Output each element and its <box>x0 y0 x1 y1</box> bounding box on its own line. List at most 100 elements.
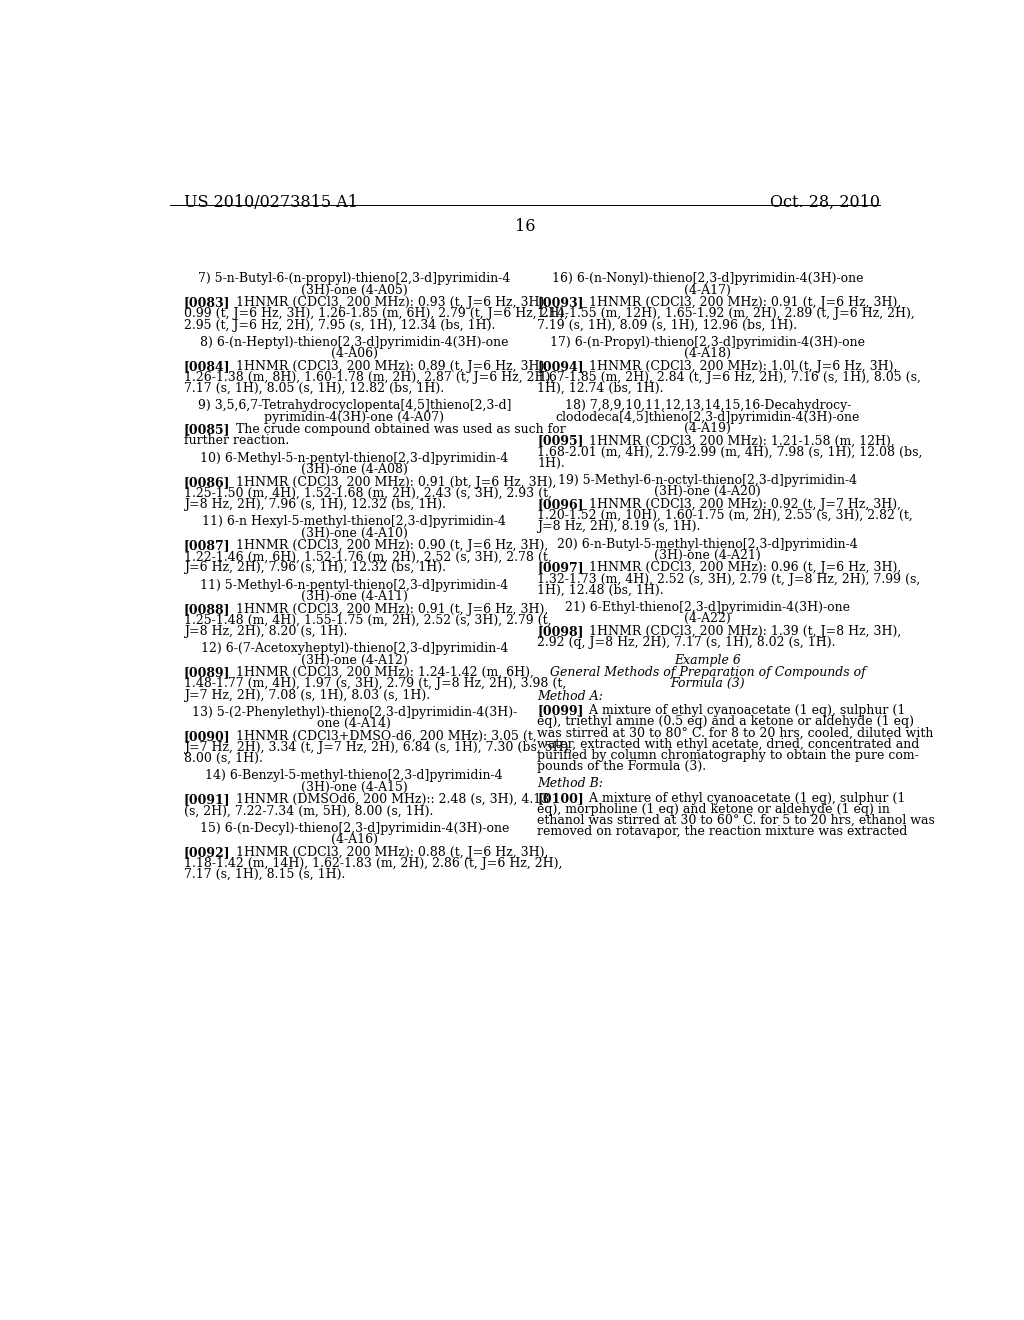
Text: 12) 6-(7-Acetoxyheptyl)-thieno[2,3-d]pyrimidin-4: 12) 6-(7-Acetoxyheptyl)-thieno[2,3-d]pyr… <box>201 643 508 655</box>
Text: 1HNMR (CDCl3, 200 MHz): 1.24-1.42 (m, 6H),: 1HNMR (CDCl3, 200 MHz): 1.24-1.42 (m, 6H… <box>220 667 534 680</box>
Text: one (4-A14): one (4-A14) <box>317 717 391 730</box>
Text: (3H)-one (4-A20): (3H)-one (4-A20) <box>654 486 761 498</box>
Text: 2.95 (t, J=6 Hz, 2H), 7.95 (s, 1H), 12.34 (bs, 1H).: 2.95 (t, J=6 Hz, 2H), 7.95 (s, 1H), 12.3… <box>183 318 496 331</box>
Text: 1HNMR (CDCl3+DMSO-d6, 200 MHz): 3.05 (t,: 1HNMR (CDCl3+DMSO-d6, 200 MHz): 3.05 (t, <box>220 730 537 743</box>
Text: 1.26-1.38 (m, 8H), 1.60-1.78 (m, 2H), 2.87 (t, J=6 Hz, 2H),: 1.26-1.38 (m, 8H), 1.60-1.78 (m, 2H), 2.… <box>183 371 554 384</box>
Text: 1.22-1.46 (m, 6H), 1.52-1.76 (m, 2H), 2.52 (s, 3H), 2.78 (t,: 1.22-1.46 (m, 6H), 1.52-1.76 (m, 2H), 2.… <box>183 550 552 564</box>
Text: 11) 6-n Hexyl-5-methyl-thieno[2,3-d]pyrimidin-4: 11) 6-n Hexyl-5-methyl-thieno[2,3-d]pyri… <box>203 515 506 528</box>
Text: 1HNMR (CDCl3, 200 MHz): 0.93 (t, J=6 Hz, 3H),: 1HNMR (CDCl3, 200 MHz): 0.93 (t, J=6 Hz,… <box>220 296 548 309</box>
Text: [0093]: [0093] <box>538 296 584 309</box>
Text: 1.14-1.55 (m, 12H), 1.65-1.92 (m, 2H), 2.89 (t, J=6 Hz, 2H),: 1.14-1.55 (m, 12H), 1.65-1.92 (m, 2H), 2… <box>538 308 915 321</box>
Text: 7.17 (s, 1H), 8.15 (s, 1H).: 7.17 (s, 1H), 8.15 (s, 1H). <box>183 869 345 880</box>
Text: 1HNMR (CDCl3, 200 MHz): 0.96 (t, J=6 Hz, 3H),: 1HNMR (CDCl3, 200 MHz): 0.96 (t, J=6 Hz,… <box>573 561 901 574</box>
Text: 1HNMR (CDCl3, 200 MHz): 0.92 (t, J=7 Hz, 3H),: 1HNMR (CDCl3, 200 MHz): 0.92 (t, J=7 Hz,… <box>573 498 901 511</box>
Text: Formula (3): Formula (3) <box>671 677 745 690</box>
Text: [0085]: [0085] <box>183 424 230 437</box>
Text: 18) 7,8,9,10,11,12,13,14,15,16-Decahydrocy-: 18) 7,8,9,10,11,12,13,14,15,16-Decahydro… <box>564 400 851 412</box>
Text: 1HNMR (CDCl3, 200 MHz): 1.0l (t, J=6 Hz, 3H),: 1HNMR (CDCl3, 200 MHz): 1.0l (t, J=6 Hz,… <box>573 360 898 372</box>
Text: A mixture of ethyl cyanoacetate (1 eq), sulphur (1: A mixture of ethyl cyanoacetate (1 eq), … <box>573 792 906 805</box>
Text: (3H)-one (4-A12): (3H)-one (4-A12) <box>301 653 408 667</box>
Text: (3H)-one (4-A15): (3H)-one (4-A15) <box>301 780 408 793</box>
Text: 1.67-1.85 (m, 2H), 2.84 (t, J=6 Hz, 2H), 7.16 (s, 1H), 8.05 (s,: 1.67-1.85 (m, 2H), 2.84 (t, J=6 Hz, 2H),… <box>538 371 921 384</box>
Text: (3H)-one (4-A10): (3H)-one (4-A10) <box>301 527 408 540</box>
Text: 1.25-1.48 (m, 4H), 1.55-1.75 (m, 2H), 2.52 (s, 3H), 2.79 (t,: 1.25-1.48 (m, 4H), 1.55-1.75 (m, 2H), 2.… <box>183 614 551 627</box>
Text: was stirred at 30 to 80° C. for 8 to 20 hrs, cooled, diluted with: was stirred at 30 to 80° C. for 8 to 20 … <box>538 726 934 739</box>
Text: [0087]: [0087] <box>183 539 230 552</box>
Text: 1.20-1.52 (m, 10H), 1.60-1.75 (m, 2H), 2.55 (s, 3H), 2.82 (t,: 1.20-1.52 (m, 10H), 1.60-1.75 (m, 2H), 2… <box>538 510 913 523</box>
Text: Oct. 28, 2010: Oct. 28, 2010 <box>770 194 880 211</box>
Text: [0086]: [0086] <box>183 475 230 488</box>
Text: 1.48-1.77 (m, 4H), 1.97 (s, 3H), 2.79 (t, J=8 Hz, 2H), 3.98 (t,: 1.48-1.77 (m, 4H), 1.97 (s, 3H), 2.79 (t… <box>183 677 566 690</box>
Text: 1HNMR (CDCl3, 200 MHz): 0.91 (t, J=6 Hz, 3H),: 1HNMR (CDCl3, 200 MHz): 0.91 (t, J=6 Hz,… <box>220 603 548 615</box>
Text: 16: 16 <box>514 218 536 235</box>
Text: Method A:: Method A: <box>538 690 603 704</box>
Text: 1HNMR (CDCl3, 200 MHz): 0.88 (t, J=6 Hz, 3H),: 1HNMR (CDCl3, 200 MHz): 0.88 (t, J=6 Hz,… <box>220 846 548 858</box>
Text: [0088]: [0088] <box>183 603 230 615</box>
Text: (3H)-one (4-A05): (3H)-one (4-A05) <box>301 284 408 297</box>
Text: (4-A19): (4-A19) <box>684 422 731 434</box>
Text: 1HNMR (CDCl3, 200 MHz): 0.91 (bt, J=6 Hz, 3H),: 1HNMR (CDCl3, 200 MHz): 0.91 (bt, J=6 Hz… <box>220 475 556 488</box>
Text: 1H), 12.48 (bs, 1H).: 1H), 12.48 (bs, 1H). <box>538 583 664 597</box>
Text: 14) 6-Benzyl-5-methyl-thieno[2,3-d]pyrimidin-4: 14) 6-Benzyl-5-methyl-thieno[2,3-d]pyrim… <box>206 770 503 783</box>
Text: 1.18-1.42 (m, 14H), 1.62-1.83 (m, 2H), 2.86 (t, J=6 Hz, 2H),: 1.18-1.42 (m, 14H), 1.62-1.83 (m, 2H), 2… <box>183 857 562 870</box>
Text: 20) 6-n-Butyl-5-methyl-thieno[2,3-d]pyrimidin-4: 20) 6-n-Butyl-5-methyl-thieno[2,3-d]pyri… <box>557 537 858 550</box>
Text: purified by column chromatography to obtain the pure com-: purified by column chromatography to obt… <box>538 748 919 762</box>
Text: 16) 6-(n-Nonyl)-thieno[2,3-d]pyrimidin-4(3H)-one: 16) 6-(n-Nonyl)-thieno[2,3-d]pyrimidin-4… <box>552 272 863 285</box>
Text: pyrimidin-4(3H)-one (4-A07): pyrimidin-4(3H)-one (4-A07) <box>264 411 444 424</box>
Text: Example 6: Example 6 <box>674 653 741 667</box>
Text: [0084]: [0084] <box>183 360 230 372</box>
Text: [0095]: [0095] <box>538 434 584 447</box>
Text: 10) 6-Methyl-5-n-pentyl-thieno[2,3-d]pyrimidin-4: 10) 6-Methyl-5-n-pentyl-thieno[2,3-d]pyr… <box>200 451 509 465</box>
Text: clododeca[4,5]thieno[2,3-d]pyrimidin-4(3H)-one: clododeca[4,5]thieno[2,3-d]pyrimidin-4(3… <box>555 411 860 424</box>
Text: 7) 5-n-Butyl-6-(n-propyl)-thieno[2,3-d]pyrimidin-4: 7) 5-n-Butyl-6-(n-propyl)-thieno[2,3-d]p… <box>198 272 511 285</box>
Text: 1H), 12.74 (bs, 1H).: 1H), 12.74 (bs, 1H). <box>538 381 664 395</box>
Text: further reaction.: further reaction. <box>183 434 289 447</box>
Text: 1.32-1.73 (m, 4H), 2.52 (s, 3H), 2.79 (t, J=8 Hz, 2H), 7.99 (s,: 1.32-1.73 (m, 4H), 2.52 (s, 3H), 2.79 (t… <box>538 573 921 586</box>
Text: 0.99 (t, J=6 Hz, 3H), 1.26-1.85 (m, 6H), 2.79 (t, J=6 Hz, 2H),: 0.99 (t, J=6 Hz, 3H), 1.26-1.85 (m, 6H),… <box>183 308 568 321</box>
Text: [0090]: [0090] <box>183 730 230 743</box>
Text: A mixture of ethyl cyanoacetate (1 eq), sulphur (1: A mixture of ethyl cyanoacetate (1 eq), … <box>573 705 905 717</box>
Text: [0083]: [0083] <box>183 296 230 309</box>
Text: [0096]: [0096] <box>538 498 584 511</box>
Text: J=7 Hz, 2H), 3.34 (t, J=7 Hz, 2H), 6.84 (s, 1H), 7.30 (bs, 5H),: J=7 Hz, 2H), 3.34 (t, J=7 Hz, 2H), 6.84 … <box>183 741 572 754</box>
Text: 17) 6-(n-Propyl)-thieno[2,3-d]pyrimidin-4(3H)-one: 17) 6-(n-Propyl)-thieno[2,3-d]pyrimidin-… <box>550 335 865 348</box>
Text: 1HNMR (CDCl3, 200 MHz): 1.21-1.58 (m, 12H),: 1HNMR (CDCl3, 200 MHz): 1.21-1.58 (m, 12… <box>573 434 895 447</box>
Text: [0092]: [0092] <box>183 846 230 858</box>
Text: 1.25-1.50 (m, 4H), 1.52-1.68 (m, 2H), 2.43 (s, 3H), 2.93 (t,: 1.25-1.50 (m, 4H), 1.52-1.68 (m, 2H), 2.… <box>183 487 552 500</box>
Text: The crude compound obtained was used as such for: The crude compound obtained was used as … <box>220 424 565 437</box>
Text: J=8 Hz, 2H), 8.20 (s, 1H).: J=8 Hz, 2H), 8.20 (s, 1H). <box>183 626 347 638</box>
Text: 8.00 (s, 1H).: 8.00 (s, 1H). <box>183 752 263 766</box>
Text: (4-A22): (4-A22) <box>684 612 731 626</box>
Text: ethanol was stirred at 30 to 60° C. for 5 to 20 hrs, ethanol was: ethanol was stirred at 30 to 60° C. for … <box>538 814 935 828</box>
Text: 2.92 (q, J=8 Hz, 2H), 7.17 (s, 1H), 8.02 (s, 1H).: 2.92 (q, J=8 Hz, 2H), 7.17 (s, 1H), 8.02… <box>538 636 836 649</box>
Text: US 2010/0273815 A1: US 2010/0273815 A1 <box>183 194 357 211</box>
Text: J=7 Hz, 2H), 7.08 (s, 1H), 8.03 (s, 1H).: J=7 Hz, 2H), 7.08 (s, 1H), 8.03 (s, 1H). <box>183 689 430 701</box>
Text: 1HNMR (CDCl3, 200 MHz): 0.91 (t, J=6 Hz, 3H),: 1HNMR (CDCl3, 200 MHz): 0.91 (t, J=6 Hz,… <box>573 296 901 309</box>
Text: eq), morpholine (1 eq) and ketone or aldehyde (1 eq) in: eq), morpholine (1 eq) and ketone or ald… <box>538 803 890 816</box>
Text: removed on rotavapor, the reaction mixture was extracted: removed on rotavapor, the reaction mixtu… <box>538 825 907 838</box>
Text: 7.17 (s, 1H), 8.05 (s, 1H), 12.82 (bs, 1H).: 7.17 (s, 1H), 8.05 (s, 1H), 12.82 (bs, 1… <box>183 381 444 395</box>
Text: [0100]: [0100] <box>538 792 584 805</box>
Text: 13) 5-(2-Phenylethyl)-thieno[2,3-d]pyrimidin-4(3H)-: 13) 5-(2-Phenylethyl)-thieno[2,3-d]pyrim… <box>191 706 517 719</box>
Text: (s, 2H), 7.22-7.34 (m, 5H), 8.00 (s, 1H).: (s, 2H), 7.22-7.34 (m, 5H), 8.00 (s, 1H)… <box>183 804 433 817</box>
Text: eq), triethyl amine (0.5 eq) and a ketone or aldehyde (1 eq): eq), triethyl amine (0.5 eq) and a keton… <box>538 715 914 729</box>
Text: pounds of the Formula (3).: pounds of the Formula (3). <box>538 760 707 774</box>
Text: 1.68-2.01 (m, 4H), 2.79-2.99 (m, 4H), 7.98 (s, 1H), 12.08 (bs,: 1.68-2.01 (m, 4H), 2.79-2.99 (m, 4H), 7.… <box>538 446 923 458</box>
Text: General Methods of Preparation of Compounds of: General Methods of Preparation of Compou… <box>550 667 865 680</box>
Text: 1H).: 1H). <box>538 457 565 470</box>
Text: 21) 6-Ethyl-thieno[2,3-d]pyrimidin-4(3H)-one: 21) 6-Ethyl-thieno[2,3-d]pyrimidin-4(3H)… <box>565 601 850 614</box>
Text: (4-A06): (4-A06) <box>331 347 378 360</box>
Text: 7.19 (s, 1H), 8.09 (s, 1H), 12.96 (bs, 1H).: 7.19 (s, 1H), 8.09 (s, 1H), 12.96 (bs, 1… <box>538 318 798 331</box>
Text: [0099]: [0099] <box>538 705 584 717</box>
Text: 1HNMR (CDCl3, 200 MHz): 0.90 (t, J=6 Hz, 3H),: 1HNMR (CDCl3, 200 MHz): 0.90 (t, J=6 Hz,… <box>220 539 548 552</box>
Text: J=6 Hz, 2H), 7.96 (s, 1H), 12.32 (bs, 1H).: J=6 Hz, 2H), 7.96 (s, 1H), 12.32 (bs, 1H… <box>183 561 445 574</box>
Text: J=8 Hz, 2H), 8.19 (s, 1H).: J=8 Hz, 2H), 8.19 (s, 1H). <box>538 520 700 533</box>
Text: (3H)-one (4-A08): (3H)-one (4-A08) <box>301 463 408 477</box>
Text: 19) 5-Methyl-6-n-octyl-thieno[2,3-d]pyrimidin-4: 19) 5-Methyl-6-n-octyl-thieno[2,3-d]pyri… <box>558 474 857 487</box>
Text: [0094]: [0094] <box>538 360 584 372</box>
Text: J=8 Hz, 2H), 7.96 (s, 1H), 12.32 (bs, 1H).: J=8 Hz, 2H), 7.96 (s, 1H), 12.32 (bs, 1H… <box>183 498 445 511</box>
Text: (4-A16): (4-A16) <box>331 833 378 846</box>
Text: 8) 6-(n-Heptyl)-thieno[2,3-d]pyrimidin-4(3H)-one: 8) 6-(n-Heptyl)-thieno[2,3-d]pyrimidin-4… <box>200 335 509 348</box>
Text: water, extracted with ethyl acetate, dried, concentrated and: water, extracted with ethyl acetate, dri… <box>538 738 920 751</box>
Text: Method B:: Method B: <box>538 777 603 791</box>
